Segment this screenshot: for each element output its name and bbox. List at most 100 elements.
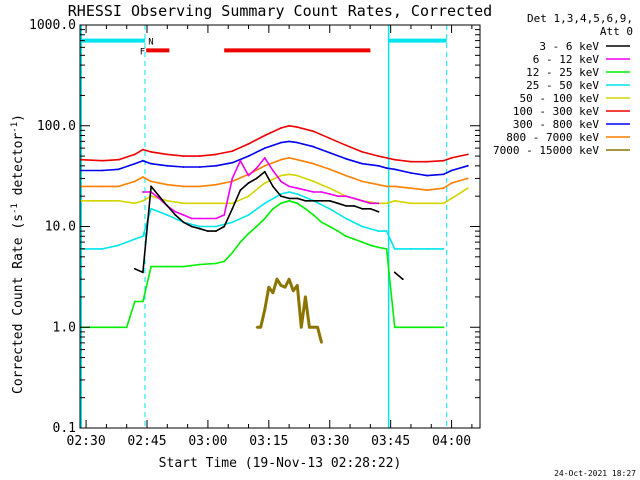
data-point-3: [101, 248, 104, 250]
data-point-5: [231, 150, 234, 153]
data-point-6: [142, 159, 144, 162]
data-point-2: [418, 326, 420, 329]
data-point-0: [215, 230, 217, 233]
data-point-5: [377, 155, 380, 158]
data-point-8: [255, 326, 258, 329]
data-point-8: [312, 326, 315, 329]
data-point-1: [304, 189, 307, 192]
y-tick-label: 10.0: [45, 220, 76, 235]
legend-label: 300 - 800 keV: [513, 118, 599, 131]
data-point-8: [276, 278, 278, 281]
data-point-5: [198, 155, 201, 158]
data-point-4: [80, 199, 83, 202]
data-point-2: [280, 202, 282, 205]
y-tick-label: 0.1: [53, 421, 76, 436]
data-point-8: [304, 296, 307, 298]
legend-label: 100 - 300 keV: [513, 105, 599, 118]
data-point-5: [361, 151, 364, 153]
data-point-3: [328, 207, 331, 210]
data-point-1: [198, 217, 201, 220]
data-point-2: [385, 248, 388, 250]
data-point-0: [345, 205, 347, 207]
x-tick-label: 02:30: [67, 434, 106, 449]
data-point-6: [166, 164, 169, 167]
y-axis-label-end: ): [11, 114, 26, 122]
data-point-7: [361, 180, 364, 183]
data-point-4: [280, 174, 282, 177]
data-point-2: [377, 246, 380, 249]
series-line-7: [81, 157, 469, 191]
data-point-0: [401, 278, 404, 281]
data-point-5: [385, 157, 388, 159]
x-tick-label: 02:45: [127, 434, 166, 449]
data-point-2: [410, 326, 412, 329]
flag-label-0: N: [148, 38, 153, 48]
data-point-7: [142, 176, 144, 178]
data-point-1: [223, 214, 226, 216]
data-point-7: [385, 185, 388, 188]
data-point-3: [410, 248, 412, 250]
data-point-4: [142, 199, 144, 202]
data-point-2: [223, 260, 226, 263]
data-point-2: [401, 326, 404, 329]
y-tick-label: 1000.0: [29, 18, 76, 33]
data-point-6: [101, 169, 104, 172]
series-line-6: [81, 140, 469, 177]
data-point-7: [215, 183, 217, 186]
data-point-3: [361, 225, 364, 228]
data-point-1: [312, 191, 315, 193]
data-point-3: [426, 248, 429, 250]
data-point-6: [393, 168, 396, 171]
legend-label: 12 - 25 keV: [526, 66, 599, 79]
data-point-0: [263, 170, 266, 173]
data-point-2: [361, 241, 364, 244]
data-point-5: [215, 153, 217, 156]
data-point-5: [280, 127, 282, 129]
data-point-0: [280, 195, 282, 198]
data-point-2: [353, 238, 355, 241]
data-point-7: [312, 162, 315, 165]
data-point-7: [345, 174, 347, 177]
data-point-6: [328, 151, 331, 154]
data-point-6: [150, 162, 153, 165]
data-point-2: [182, 265, 185, 268]
data-point-0: [133, 267, 136, 270]
data-point-3: [288, 191, 290, 193]
flag-label-2: F: [140, 47, 145, 57]
data-point-6: [133, 162, 136, 165]
data-point-8: [284, 286, 286, 289]
data-point-1: [361, 199, 364, 202]
data-point-2: [125, 326, 128, 329]
data-point-5: [296, 126, 299, 128]
data-point-4: [450, 197, 453, 200]
data-point-8: [308, 326, 311, 329]
data-point-5: [328, 137, 331, 140]
data-point-6: [312, 145, 315, 148]
data-point-8: [316, 326, 319, 329]
data-point-4: [466, 187, 469, 190]
data-point-4: [101, 199, 104, 202]
data-point-0: [272, 185, 274, 188]
data-point-4: [198, 202, 201, 205]
data-point-4: [296, 174, 299, 177]
data-point-6: [182, 166, 185, 168]
y-axis-label-exp2: -1: [10, 122, 20, 133]
data-point-1: [247, 174, 250, 177]
data-point-3: [133, 238, 136, 241]
data-point-4: [231, 202, 234, 205]
data-point-0: [150, 185, 153, 188]
data-point-1: [255, 167, 258, 170]
data-point-5: [393, 158, 396, 161]
series-line-4: [81, 173, 469, 205]
data-point-7: [426, 189, 429, 192]
data-point-5: [117, 158, 120, 161]
data-point-4: [393, 199, 396, 202]
series-line-5: [81, 125, 468, 163]
data-point-4: [117, 199, 120, 202]
data-point-1: [377, 202, 380, 205]
data-point-3: [377, 230, 380, 233]
x-tick-label: 03:00: [188, 434, 227, 449]
data-point-7: [80, 185, 83, 188]
data-point-0: [223, 225, 226, 228]
data-point-1: [345, 195, 347, 198]
